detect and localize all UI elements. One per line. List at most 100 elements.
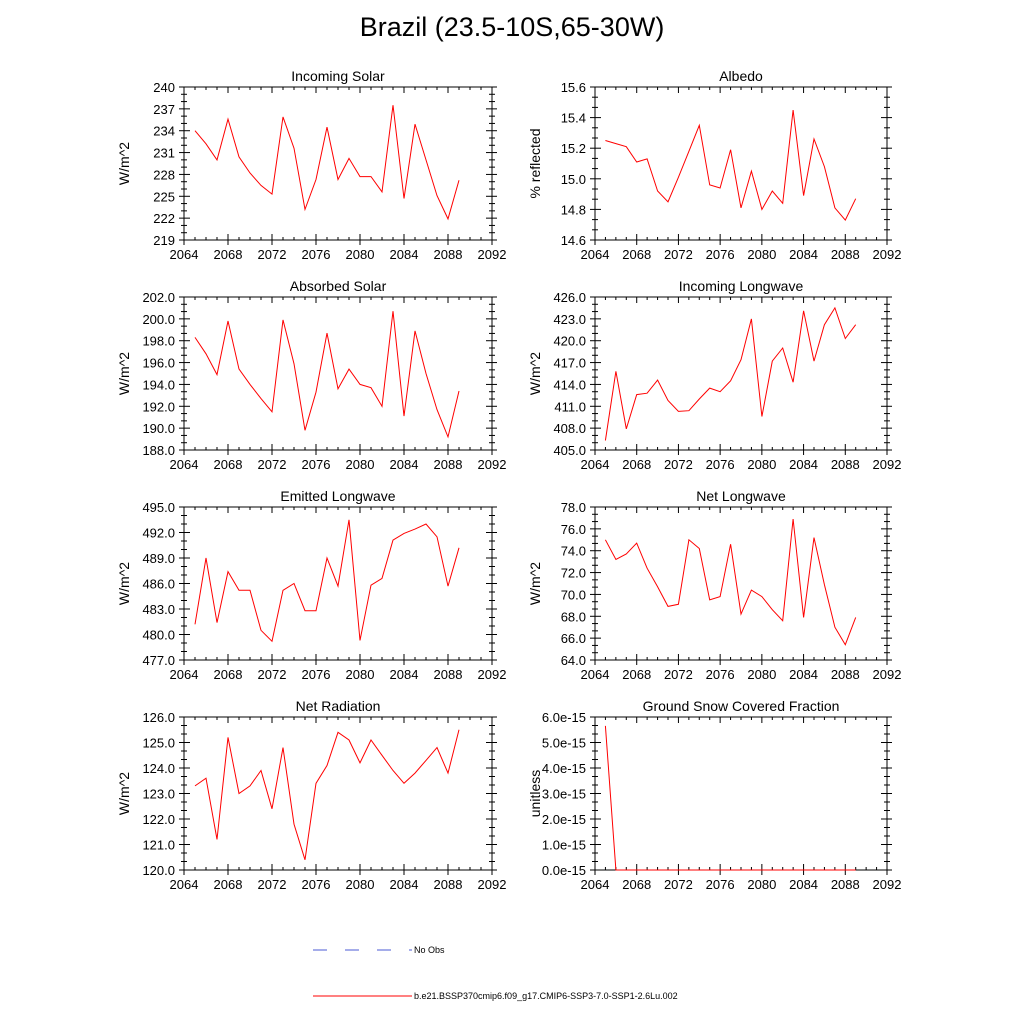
x-tick-label: 2080 [346,877,375,892]
x-tick-label: 2076 [706,877,735,892]
x-tick-label: 2092 [873,247,902,262]
y-tick-label: 3.0e-15 [542,787,586,802]
panel-title: Incoming Longwave [679,278,804,294]
panel-title: Absorbed Solar [290,278,387,294]
x-tick-label: 2092 [478,877,507,892]
chart-panel-6: Net Longwave W/m^2 2064 2068 2072 2076 2080 208… [527,488,901,682]
y-axis-label: % reflected [527,128,543,198]
chart-panel-1: Incoming Solar W/m^2 2064 2068 2072 2076 2080 2… [116,68,506,262]
y-tick-label: 414.0 [553,377,586,392]
x-tick-label: 2068 [214,247,243,262]
x-tick-label: 2084 [789,877,818,892]
y-tick-label: 240 [153,80,175,95]
x-tick-label: 2092 [478,247,507,262]
y-tick-label: 495.0 [142,500,175,515]
x-tick-label: 2068 [214,877,243,892]
y-axis-label: W/m^2 [116,352,132,395]
x-tick-label: 2080 [747,667,776,682]
panel-title: Incoming Solar [291,68,385,84]
x-tick-label: 2068 [622,247,651,262]
y-tick-label: 426.0 [553,290,586,305]
x-tick-label: 2084 [390,247,419,262]
x-tick-label: 2080 [747,247,776,262]
chart-panel-4: Incoming Longwave W/m^2 2064 2068 2072 2076 20… [527,278,901,472]
chart-panel-5: Emitted Longwave W/m^2 2064 2068 2072 2076 208… [116,488,506,682]
x-tick-label: 2076 [302,877,331,892]
y-axis-label: W/m^2 [527,352,543,395]
y-tick-label: 64.0 [561,653,586,668]
y-tick-label: 124.0 [142,761,175,776]
y-axis-label: unitless [527,770,543,817]
x-tick-label: 2064 [170,247,199,262]
x-tick-label: 2084 [789,667,818,682]
y-tick-label: 125.0 [142,736,175,751]
x-tick-label: 2068 [622,457,651,472]
x-tick-label: 2072 [258,667,287,682]
y-tick-label: 14.8 [561,202,586,217]
y-tick-label: 122.0 [142,812,175,827]
chart-panel-8: Ground Snow Covered Fraction unitless 2064… [527,698,901,892]
y-tick-label: 15.0 [561,172,586,187]
y-tick-label: 192.0 [142,399,175,414]
x-tick-label: 2072 [258,877,287,892]
y-tick-label: 489.0 [142,551,175,566]
x-tick-label: 2068 [622,667,651,682]
x-tick-label: 2088 [831,877,860,892]
y-tick-label: 126.0 [142,710,175,725]
x-tick-label: 2092 [873,457,902,472]
x-tick-label: 2064 [581,457,610,472]
y-tick-label: 408.0 [553,421,586,436]
y-tick-label: 234 [153,124,175,139]
series-line [194,311,460,439]
y-tick-label: 225 [153,189,175,204]
x-tick-label: 2072 [258,457,287,472]
x-tick-label: 2072 [258,247,287,262]
series-line [194,519,460,643]
series-line [194,729,460,860]
y-tick-label: 477.0 [142,653,175,668]
x-tick-label: 2092 [873,667,902,682]
y-tick-label: 492.0 [142,526,175,541]
y-tick-label: 188.0 [142,443,175,458]
panel-title: Albedo [719,68,763,84]
y-tick-label: 417.0 [553,356,586,371]
y-tick-label: 123.0 [142,787,175,802]
x-tick-label: 2084 [390,877,419,892]
plot-frame [594,716,888,871]
x-tick-label: 2088 [434,457,463,472]
y-axis-label: W/m^2 [527,562,543,605]
x-tick-label: 2076 [302,247,331,262]
y-tick-label: 74.0 [561,544,586,559]
y-tick-label: 196.0 [142,356,175,371]
series-line [605,109,857,222]
x-tick-label: 2076 [302,457,331,472]
x-tick-label: 2068 [214,457,243,472]
y-axis-label: W/m^2 [116,772,132,815]
y-tick-label: 14.6 [561,233,586,248]
y-tick-label: 70.0 [561,587,586,602]
y-tick-label: 200.0 [142,312,175,327]
y-axis-label: W/m^2 [116,562,132,605]
y-tick-label: 2.0e-15 [542,812,586,827]
x-tick-label: 2064 [170,667,199,682]
series-line [604,518,857,646]
y-tick-label: 72.0 [561,566,586,581]
y-tick-label: 237 [153,102,175,117]
y-tick-label: 0.0e-15 [542,863,586,878]
y-tick-label: 411.0 [554,399,586,414]
y-tick-label: 423.0 [553,312,586,327]
y-tick-label: 68.0 [561,609,586,624]
x-tick-label: 2064 [170,457,199,472]
legend-model-label: b.e21.BSSP370cmip6.f09_g17.CMIP6-SSP3-7.… [414,991,678,1001]
x-tick-label: 2068 [622,877,651,892]
x-tick-label: 2072 [664,877,693,892]
panel-title: Net Radiation [296,698,381,714]
x-tick-label: 2080 [346,247,375,262]
y-tick-label: 4.0e-15 [542,761,586,776]
panel-title: Ground Snow Covered Fraction [643,698,840,714]
x-tick-label: 2076 [302,667,331,682]
plot-frame [594,296,888,451]
x-tick-label: 2076 [706,247,735,262]
x-tick-label: 2064 [581,247,610,262]
